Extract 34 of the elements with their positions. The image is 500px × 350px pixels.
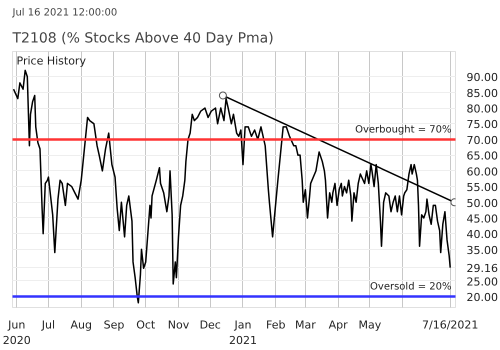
y-tick-label: 35.00: [466, 244, 498, 257]
y-tick-label: 85.00: [466, 86, 498, 100]
x-tick-label: Sep: [104, 318, 124, 332]
annotation: Price History: [16, 54, 86, 68]
y-tick-label: 60.00: [466, 165, 498, 178]
line-series: [12, 70, 451, 304]
y-tick-label: 20.00: [466, 291, 498, 304]
x-tick-label: Jul: [40, 318, 56, 332]
y-tick-label: 29.16: [466, 262, 498, 276]
x-tick-label: Apr: [328, 318, 348, 332]
x-tick-label: Dec: [200, 318, 221, 332]
x-tick-label: Aug: [70, 318, 92, 332]
y-tick-label: 50.00: [466, 196, 498, 210]
y-tick-label: 40.00: [466, 228, 498, 242]
ref-line-label: Overbought = 70%: [355, 124, 452, 136]
y-tick-label: 45.00: [466, 212, 498, 226]
y-tick-label: 70.00: [466, 134, 498, 147]
y-tick-label: 75.00: [466, 118, 498, 132]
x-tick-label: Jun 2020: [2, 318, 31, 348]
x-tick-label: 7/16/2021: [422, 318, 478, 332]
y-tick-label: 55.00: [466, 181, 498, 194]
y-tick-label: 25.00: [466, 275, 498, 288]
ref-line-label: Oversold = 20%: [370, 282, 452, 293]
x-tick-label: Jan 2021: [228, 318, 257, 348]
chart-title: T2108 (% Stocks Above 40 Day Pma): [12, 30, 274, 46]
y-tick-label: 65.00: [466, 150, 498, 163]
x-tick-label: Mar: [294, 318, 316, 332]
x-tick-label: Feb: [266, 318, 286, 332]
y-tick-label: 80.00: [466, 102, 498, 116]
y-tick-label: 90.00: [466, 71, 498, 84]
x-tick-label: Nov: [168, 318, 190, 332]
x-tick-label: May: [358, 318, 382, 332]
chart-subtitle: Jul 16 2021 12:00:00: [12, 8, 118, 18]
x-tick-label: Oct: [136, 318, 156, 332]
